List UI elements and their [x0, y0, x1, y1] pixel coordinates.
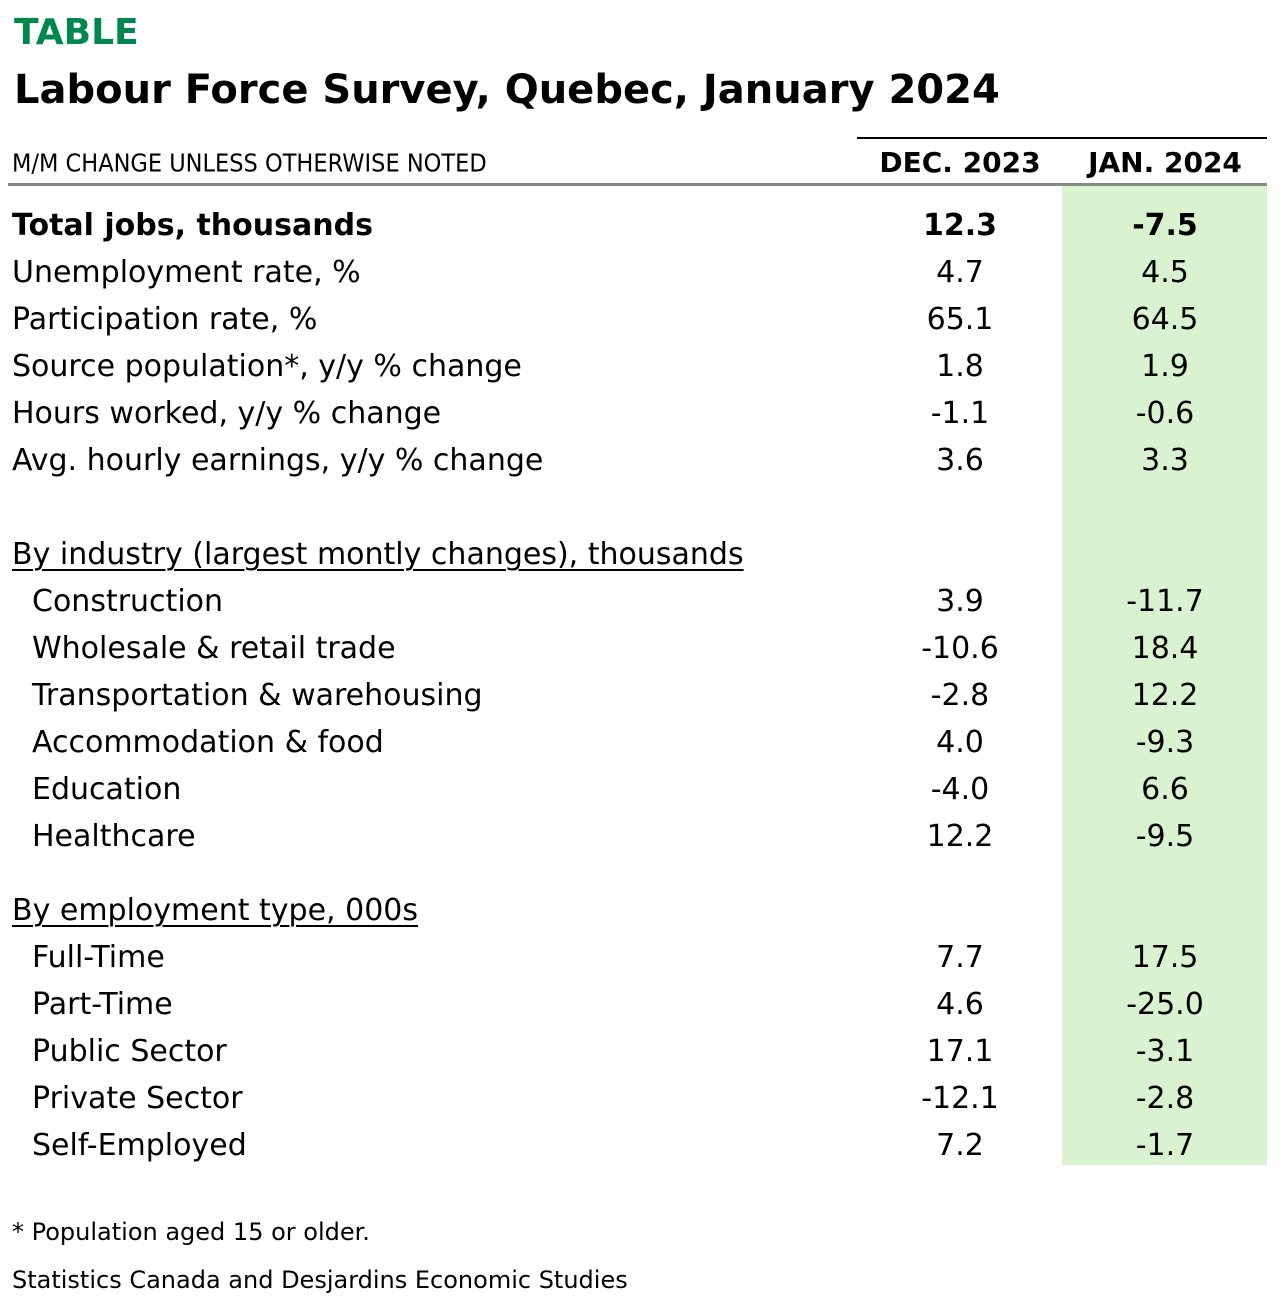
column-rule — [8, 183, 1267, 186]
cell: -1.1 — [930, 396, 990, 431]
row-label: Healthcare — [32, 819, 196, 854]
cell: 64.5 — [1131, 302, 1199, 337]
highlight-column — [1062, 186, 1267, 1165]
cell: 17.5 — [1131, 940, 1199, 975]
row-label: Public Sector — [32, 1034, 227, 1069]
cell: 3.9 — [936, 584, 984, 619]
cell: -2.8 — [1135, 1081, 1195, 1116]
row-label: Part-Time — [32, 987, 173, 1022]
cell: -9.5 — [1135, 819, 1195, 854]
column-header: DEC. 2023 — [879, 146, 1041, 179]
cell: -11.7 — [1126, 584, 1204, 619]
row-label: Accommodation & food — [32, 725, 384, 760]
cell: -10.6 — [921, 631, 999, 666]
cell: 7.2 — [936, 1128, 984, 1163]
row-label: Participation rate, % — [12, 302, 318, 337]
cell: 7.7 — [936, 940, 984, 975]
cell: 65.1 — [926, 302, 994, 337]
cell: -1.7 — [1135, 1128, 1195, 1163]
source: Statistics Canada and Desjardins Economi… — [12, 1266, 628, 1294]
row-label: Wholesale & retail trade — [32, 631, 396, 666]
cell: -12.1 — [921, 1081, 999, 1116]
table-title: Labour Force Survey, Quebec, January 202… — [14, 67, 1000, 113]
header-rule — [857, 137, 1267, 139]
cell: -2.8 — [930, 678, 990, 713]
section-title: By employment type, 000s — [12, 893, 419, 928]
row-label: Total jobs, thousands — [12, 208, 373, 243]
cell: 1.8 — [936, 349, 984, 384]
cell: 4.6 — [936, 987, 984, 1022]
footnote: * Population aged 15 or older. — [12, 1218, 370, 1246]
column-header: JAN. 2024 — [1088, 146, 1242, 179]
section-title: By industry (largest montly changes), th… — [12, 537, 744, 572]
cell: -9.3 — [1135, 725, 1195, 760]
row-label: Private Sector — [32, 1081, 243, 1116]
row-label: Self-Employed — [32, 1128, 247, 1163]
cell: 12.2 — [926, 819, 994, 854]
cell: 6.6 — [1141, 772, 1189, 807]
row-label: Education — [32, 772, 182, 807]
row-label: Full-Time — [32, 940, 165, 975]
cell: 1.9 — [1141, 349, 1189, 384]
cell: 17.1 — [926, 1034, 994, 1069]
cell: 18.4 — [1131, 631, 1199, 666]
row-label: Transportation & warehousing — [32, 678, 483, 713]
cell: -3.1 — [1135, 1034, 1195, 1069]
cell: 4.5 — [1141, 255, 1189, 290]
table-label: TABLE — [14, 12, 139, 53]
cell: 12.3 — [922, 208, 998, 243]
row-label: Source population*, y/y % change — [12, 349, 522, 384]
cell: -7.5 — [1132, 208, 1198, 243]
cell: 3.6 — [936, 443, 984, 478]
cell: 4.0 — [936, 725, 984, 760]
row-label: Construction — [32, 584, 224, 619]
cell: 3.3 — [1141, 443, 1189, 478]
cell: 4.7 — [936, 255, 984, 290]
cell: -4.0 — [930, 772, 990, 807]
row-label: Hours worked, y/y % change — [12, 396, 442, 431]
row-label: Avg. hourly earnings, y/y % change — [12, 443, 544, 478]
row-label: Unemployment rate, % — [12, 255, 361, 290]
cell: -0.6 — [1135, 396, 1195, 431]
table-note: M/M CHANGE UNLESS OTHERWISE NOTED — [12, 148, 487, 178]
cell: 12.2 — [1131, 678, 1199, 713]
cell: -25.0 — [1126, 987, 1204, 1022]
